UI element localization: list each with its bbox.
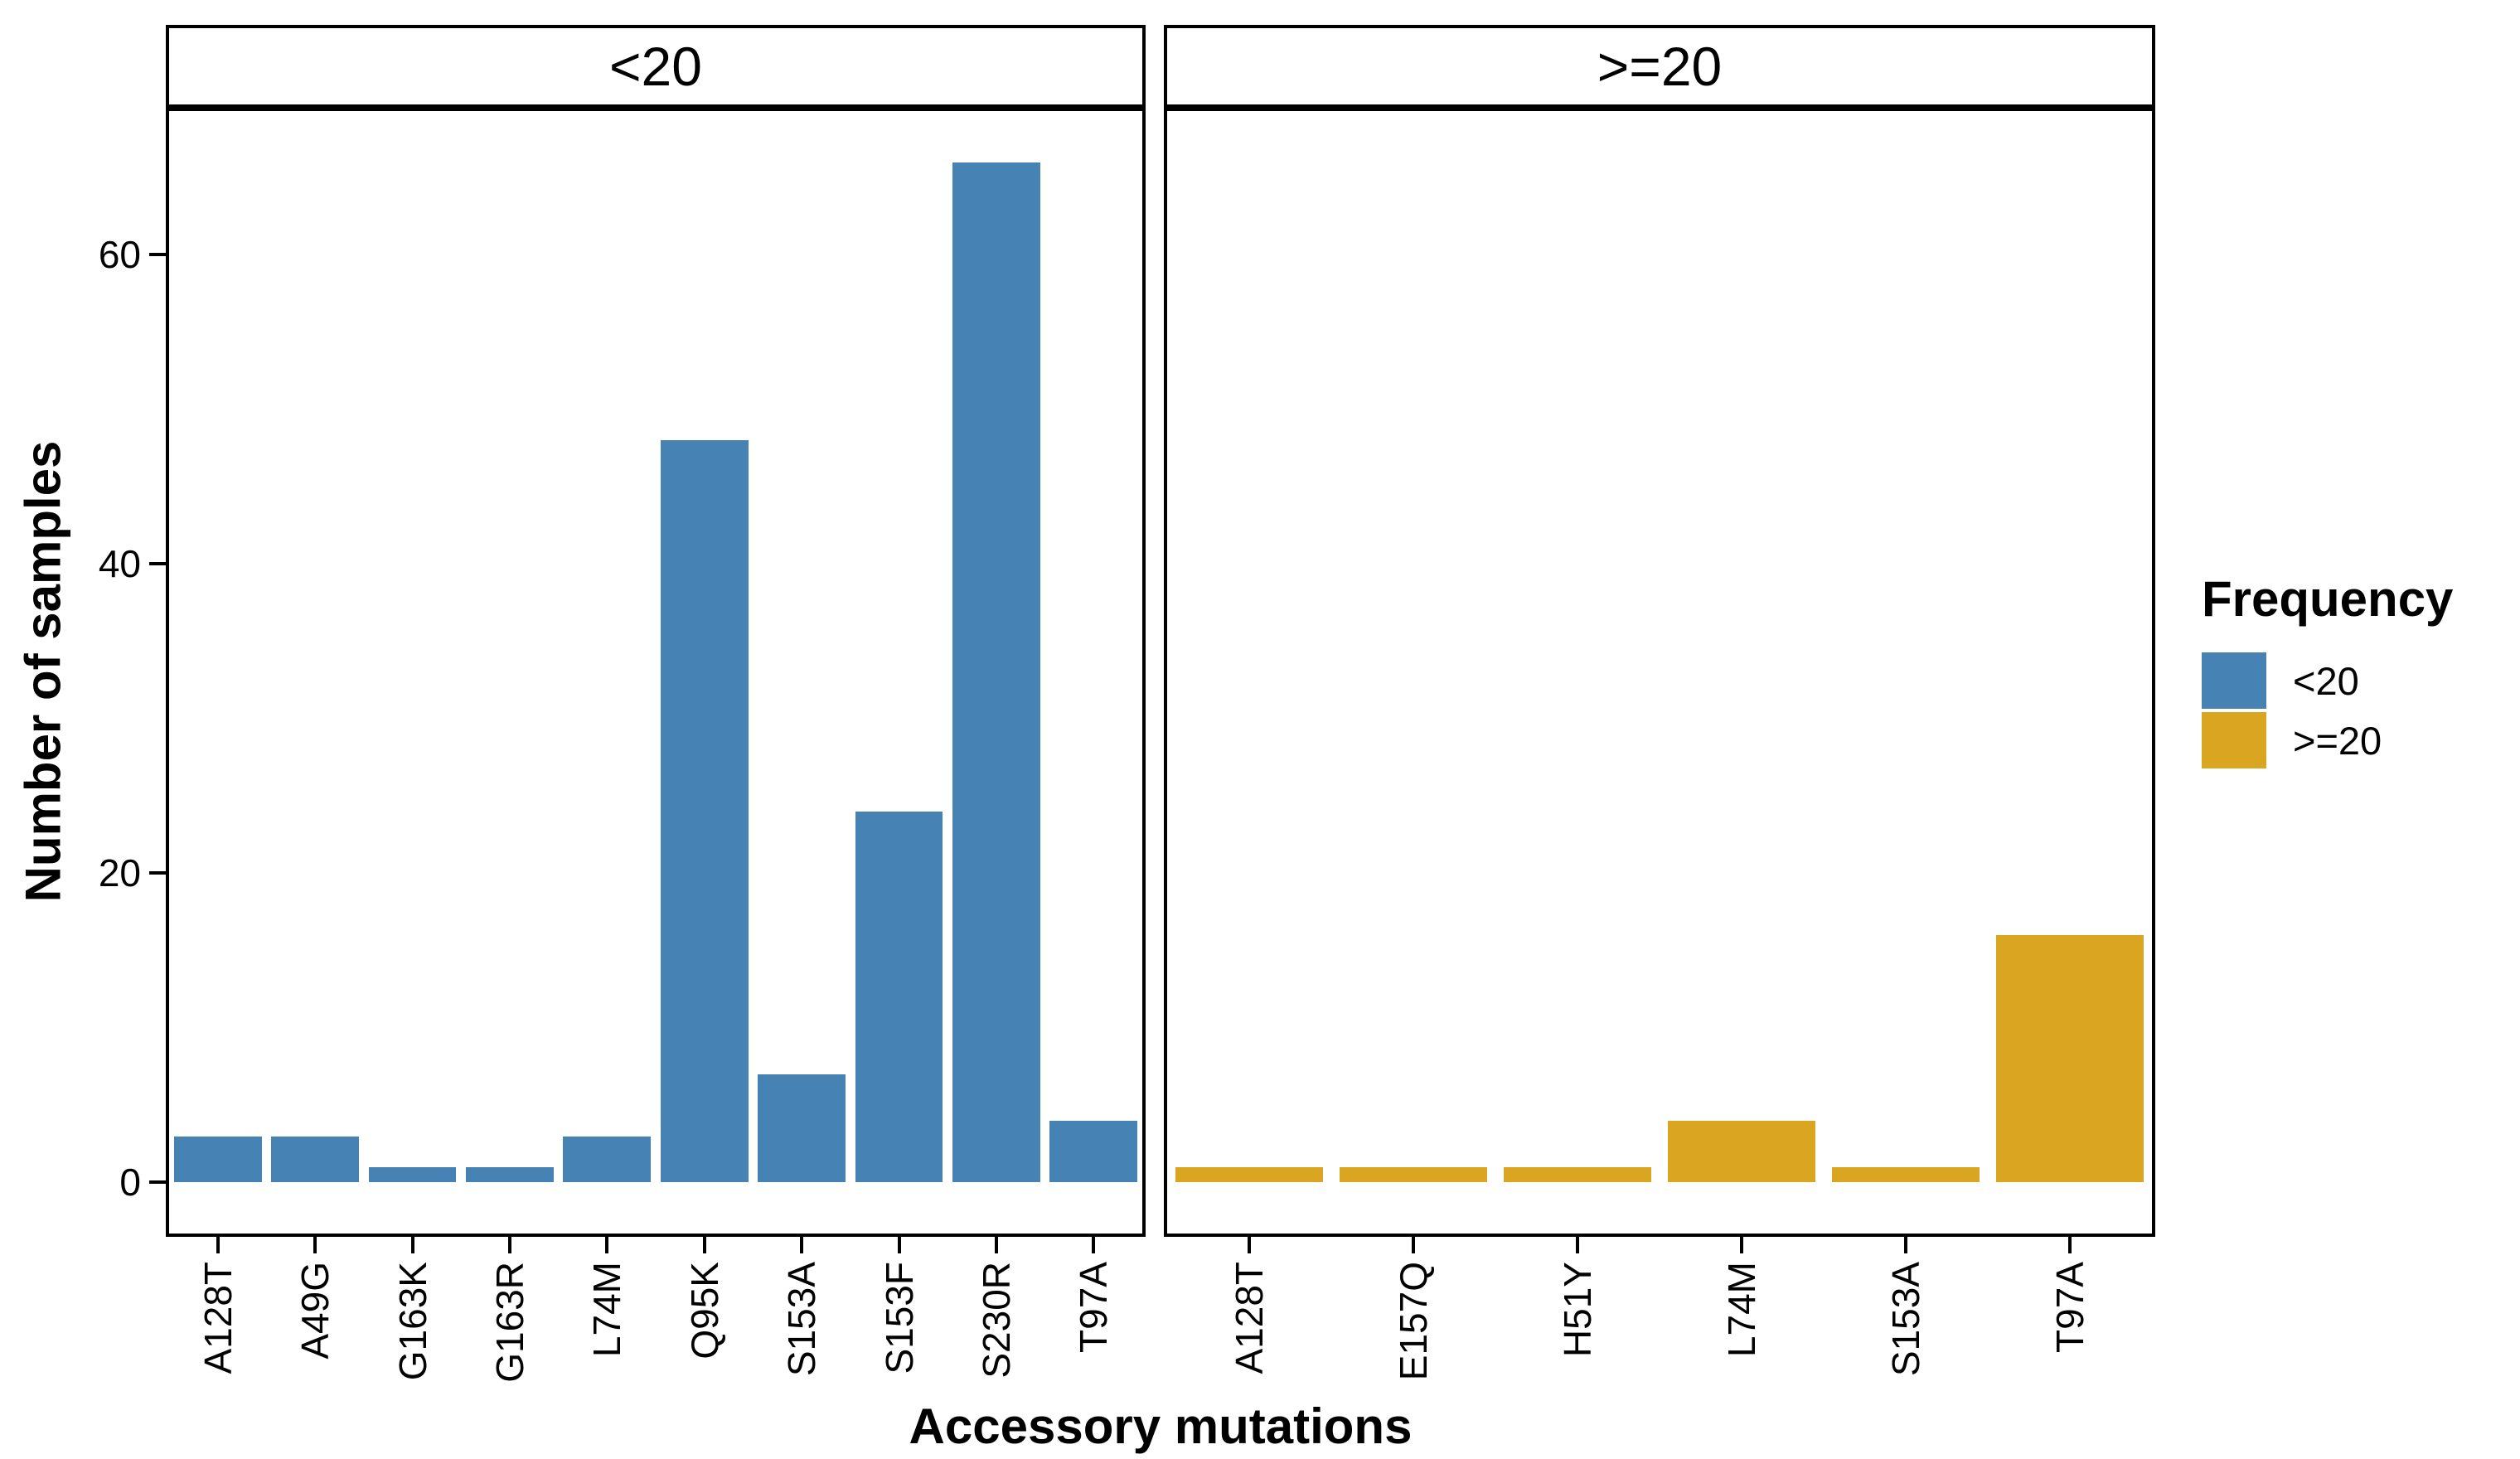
x-tick-mark [1904, 1237, 1907, 1253]
bar-S153A [758, 1074, 846, 1183]
legend-swatch-lt20-icon [2202, 652, 2266, 709]
x-tick-mark [1412, 1237, 1415, 1253]
x-tick-mark [1248, 1237, 1251, 1253]
x-tick-label-T97A: T97A [2048, 1262, 2091, 1353]
x-tick-mark [216, 1237, 220, 1253]
x-tick-label-Q95K: Q95K [682, 1262, 726, 1360]
y-tick-mark [149, 253, 166, 257]
bar-Q95K [660, 440, 749, 1183]
legend-entry-lt20: <20 [2202, 652, 2453, 709]
facet-strip-gte20: >=20 [1164, 25, 2155, 108]
bar-S153F [855, 811, 943, 1183]
x-tick-label-E157Q: E157Q [1392, 1262, 1435, 1381]
bar-T97A [1049, 1120, 1138, 1183]
x-tick-mark [800, 1237, 804, 1253]
facet-strip-label: <20 [609, 36, 702, 97]
x-tick-mark [1576, 1237, 1579, 1253]
y-tick-label: 60 [98, 233, 141, 277]
y-tick-label: 20 [98, 851, 141, 895]
x-tick-label-S230R: S230R [974, 1262, 1018, 1379]
x-tick-mark [1740, 1237, 1743, 1253]
x-tick-mark [897, 1237, 901, 1253]
legend-title: Frequency [2202, 571, 2454, 627]
x-tick-mark [507, 1237, 511, 1253]
bar-A128T [173, 1136, 262, 1183]
bar-S153A [1831, 1166, 1980, 1183]
y-tick-mark [149, 562, 166, 566]
legend-entry-label: <20 [2293, 658, 2359, 703]
x-tick-label-T97A: T97A [1072, 1262, 1116, 1353]
y-tick-label: 0 [119, 1161, 141, 1205]
bar-A49G [271, 1136, 359, 1183]
legend-swatch-gte20-icon [2202, 712, 2266, 768]
x-tick-mark [702, 1237, 706, 1253]
x-tick-label-L74M: L74M [1720, 1262, 1763, 1358]
x-tick-label-A128T: A128T [196, 1262, 240, 1374]
facet-strip-lt20: <20 [166, 25, 1146, 108]
x-tick-label-S153A: S153A [1884, 1262, 1927, 1377]
x-tick-label-S153F: S153F [877, 1262, 921, 1374]
x-tick-label-G163R: G163R [487, 1262, 531, 1383]
bar-A128T [1175, 1166, 1324, 1183]
x-tick-mark [410, 1237, 414, 1253]
x-axis-title: Accessory mutations [909, 1398, 1413, 1454]
bar-L74M [1667, 1120, 1816, 1183]
facet-panel-gte20 [1164, 108, 2155, 1237]
x-tick-mark [605, 1237, 609, 1253]
y-tick-mark [149, 1180, 166, 1185]
bar-G163R [466, 1166, 554, 1183]
x-tick-mark [2068, 1237, 2072, 1253]
x-tick-label-L74M: L74M [585, 1262, 629, 1358]
bar-T97A [1995, 935, 2144, 1183]
legend: Frequency <20 >=20 [2202, 570, 2453, 772]
x-tick-label-H51Y: H51Y [1556, 1262, 1599, 1358]
legend-entry-label: >=20 [2293, 718, 2382, 763]
bar-G163K [368, 1166, 457, 1183]
bar-S230R [952, 162, 1040, 1183]
x-tick-mark [994, 1237, 998, 1253]
legend-entry-gte20: >=20 [2202, 712, 2453, 768]
x-tick-label-A128T: A128T [1228, 1262, 1271, 1374]
facet-panel-lt20 [166, 108, 1146, 1237]
bar-L74M [563, 1136, 652, 1183]
x-tick-mark [313, 1237, 317, 1253]
x-tick-label-S153A: S153A [780, 1262, 824, 1377]
bar-E157Q [1339, 1166, 1488, 1183]
y-axis-title: Number of samples [15, 440, 71, 903]
x-tick-mark [1092, 1237, 1096, 1253]
x-tick-label-A49G: A49G [293, 1262, 337, 1360]
x-tick-label-G163K: G163K [390, 1262, 434, 1381]
facet-strip-label: >=20 [1597, 36, 1723, 97]
bar-H51Y [1503, 1166, 1652, 1183]
y-tick-label: 40 [98, 542, 141, 586]
y-tick-mark [149, 871, 166, 875]
